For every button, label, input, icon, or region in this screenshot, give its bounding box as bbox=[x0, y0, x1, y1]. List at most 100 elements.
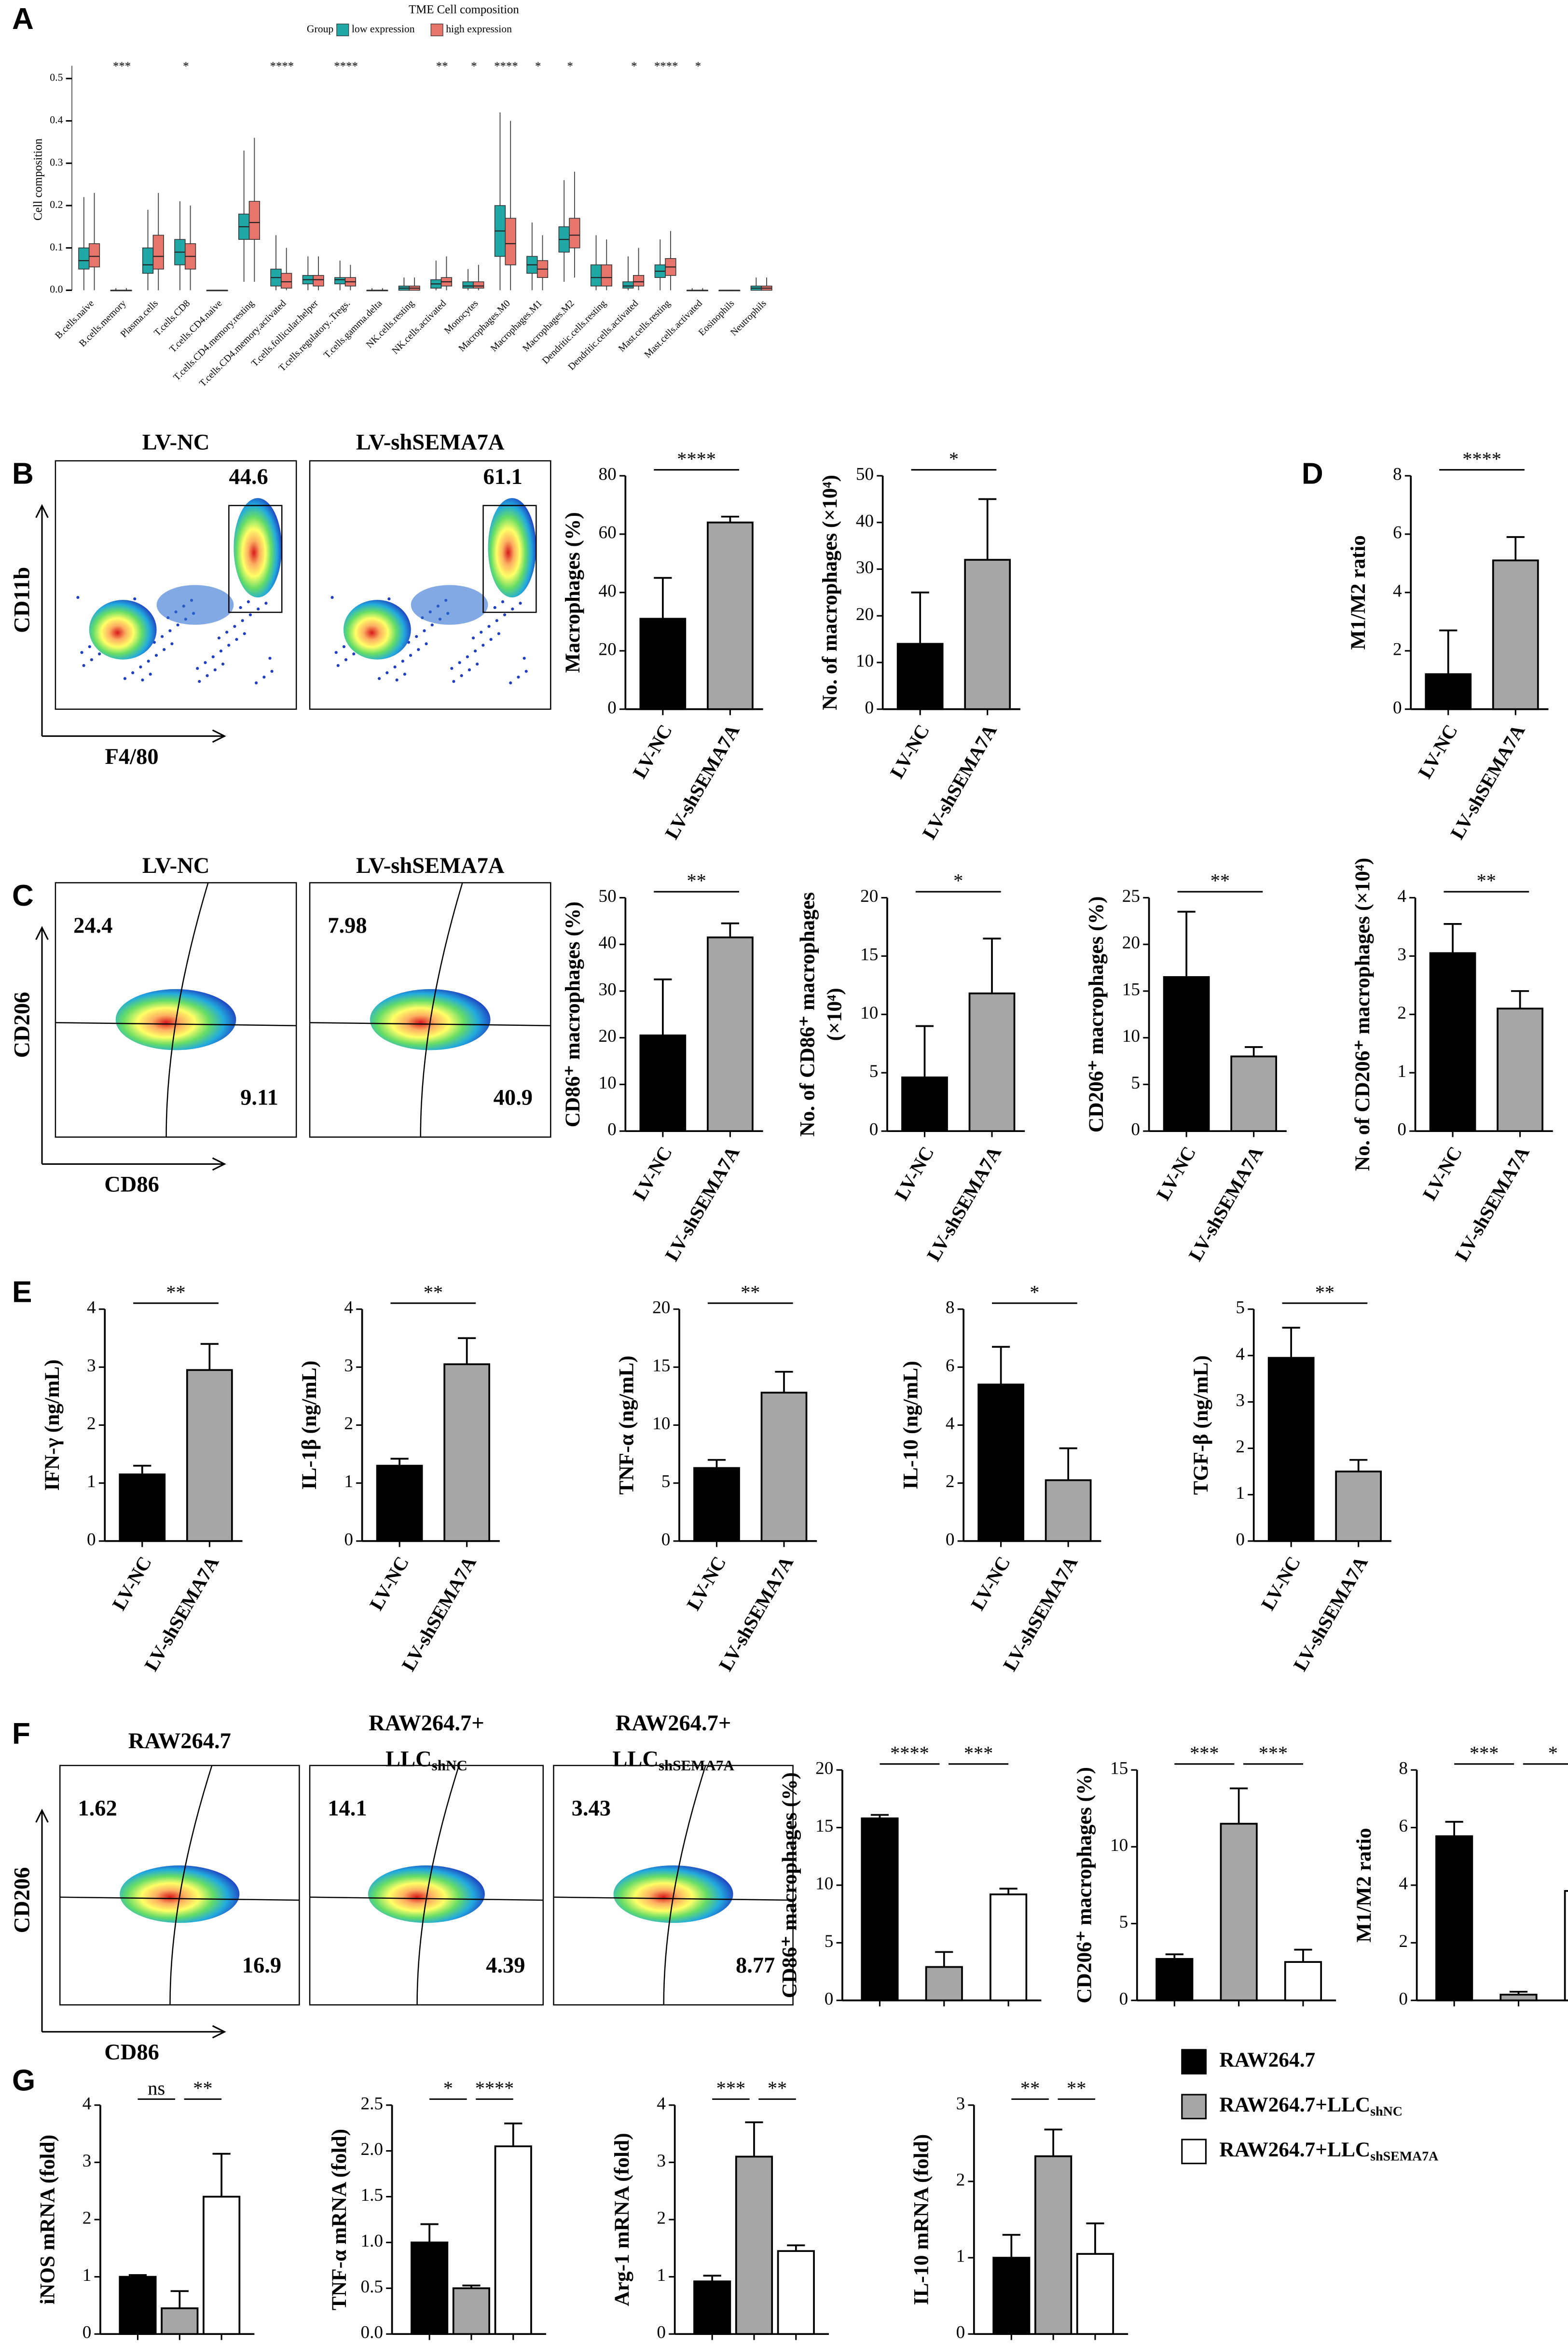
flow-dot bbox=[88, 645, 91, 649]
y-tick-label: 4 bbox=[83, 2094, 92, 2113]
legend-title: Group bbox=[307, 23, 333, 35]
bar bbox=[1499, 1993, 1538, 2001]
y-tick-label: 3 bbox=[344, 1356, 353, 1376]
y-tick-label: 3 bbox=[956, 2094, 965, 2113]
y-tick-label: 20 bbox=[1122, 933, 1140, 953]
flow-dot bbox=[487, 625, 491, 628]
y-tick-label: 6 bbox=[946, 1356, 955, 1376]
y-tick-label: 50 bbox=[856, 465, 874, 484]
box bbox=[78, 248, 90, 270]
x-tick-label: LV-shSEMA7A bbox=[1451, 1143, 1534, 1265]
y-tick-label: 0 bbox=[956, 2323, 965, 2343]
bar bbox=[1425, 673, 1472, 710]
bar bbox=[186, 1369, 233, 1542]
flow-dot bbox=[352, 652, 356, 656]
significance-label: *** bbox=[716, 2077, 745, 2099]
y-tick-label: 6 bbox=[1399, 1816, 1408, 1836]
x-tick-label: LV-NC bbox=[1257, 1553, 1305, 1614]
y-tick-label: 0.5 bbox=[361, 2277, 383, 2297]
flow-dot bbox=[149, 673, 152, 676]
x-axis-title: F4/80 bbox=[105, 745, 159, 769]
flow-dot bbox=[385, 671, 389, 675]
legend-swatch bbox=[430, 23, 443, 37]
gate-value: 61.1 bbox=[483, 465, 522, 489]
y-tick-label: 1 bbox=[344, 1472, 353, 1491]
x-tick-label: LV-shSEMA7A bbox=[999, 1553, 1082, 1675]
y-tick-label: 1 bbox=[657, 2265, 666, 2285]
x-tick-label: LV-shSEMA7A bbox=[1289, 1553, 1372, 1675]
y-tick-label: 3 bbox=[83, 2151, 92, 2171]
y-tick-label: 0.5 bbox=[50, 72, 63, 83]
bar bbox=[990, 1893, 1028, 2001]
y-tick-label: 2 bbox=[1397, 1003, 1406, 1023]
flow-dot bbox=[98, 652, 101, 656]
flow-dot bbox=[480, 631, 483, 634]
legend-swatch bbox=[1181, 2139, 1207, 2165]
bar bbox=[119, 1473, 166, 1542]
flow-dot bbox=[524, 670, 528, 673]
x-tick-label: LV-shSEMA7A bbox=[715, 1553, 798, 1675]
box bbox=[142, 248, 154, 274]
flow-dot bbox=[523, 657, 526, 660]
flow-dot bbox=[176, 623, 179, 627]
y-tick-label: 2 bbox=[946, 1472, 955, 1491]
flow-dot bbox=[450, 667, 454, 670]
flow-title-sub: shSEMA7A bbox=[659, 1757, 734, 1774]
quadrant-value: 7.98 bbox=[328, 913, 367, 938]
flow-dot bbox=[243, 632, 246, 635]
y-tick-label: 40 bbox=[599, 933, 617, 953]
panel-label: D bbox=[1302, 457, 1323, 490]
bar bbox=[1492, 559, 1539, 710]
quadrant-value: 4.39 bbox=[486, 1953, 525, 1978]
legend-swatch bbox=[1181, 2049, 1207, 2075]
quadrant-value: 1.62 bbox=[78, 1796, 117, 1821]
bar bbox=[203, 2195, 241, 2335]
panel-label: C bbox=[12, 879, 34, 912]
bar bbox=[1267, 1357, 1315, 1542]
significance-label: *** bbox=[1190, 1742, 1219, 1764]
bar bbox=[693, 2280, 731, 2335]
bar bbox=[1034, 2155, 1073, 2335]
y-tick-label: 0 bbox=[607, 698, 617, 718]
legend-label: high expression bbox=[446, 23, 512, 35]
flow-dot bbox=[511, 607, 514, 611]
flow-dot bbox=[133, 597, 137, 601]
bar bbox=[1429, 952, 1476, 1132]
legend-sub: shNC bbox=[1370, 2104, 1403, 2119]
y-tick-label: 30 bbox=[599, 980, 617, 999]
bar bbox=[925, 1966, 963, 2001]
y-tick-label: 3 bbox=[657, 2151, 666, 2171]
bar bbox=[1230, 1055, 1278, 1132]
bar bbox=[1564, 1890, 1568, 2001]
bar bbox=[639, 618, 687, 710]
bar bbox=[735, 2155, 773, 2335]
flow-dot bbox=[509, 681, 512, 685]
flow-dot bbox=[476, 662, 479, 666]
x-tick-label: Mast.cells.activated bbox=[642, 298, 704, 360]
bar bbox=[977, 1383, 1024, 1542]
significance-label: ** bbox=[1067, 2077, 1086, 2099]
quadrant-line bbox=[420, 883, 463, 1137]
y-axis-title: CD86⁺ macrophages (%) bbox=[561, 901, 584, 1127]
y-axis-title: CD206 bbox=[10, 992, 34, 1058]
flow-dot bbox=[262, 676, 266, 679]
y-tick-label: 0 bbox=[1393, 698, 1402, 718]
y-axis-title: CD11b bbox=[10, 567, 34, 633]
y-tick-label: 2 bbox=[1399, 1932, 1408, 1951]
bar bbox=[376, 1464, 423, 1542]
box bbox=[505, 218, 516, 265]
y-tick-label: 15 bbox=[652, 1356, 670, 1376]
legend-name: RAW264.7 bbox=[1219, 2048, 1315, 2071]
bar bbox=[411, 2241, 449, 2335]
legend-label: RAW264.7+LLCshSEMA7A bbox=[1219, 2138, 1438, 2164]
y-tick-label: 0 bbox=[657, 2323, 666, 2343]
x-axis-title: CD86 bbox=[104, 1173, 159, 1197]
y-tick-label: 2 bbox=[83, 2208, 92, 2228]
box bbox=[313, 275, 324, 287]
axis-arrow bbox=[35, 926, 226, 1171]
annotation: * bbox=[535, 60, 541, 73]
flow-dot bbox=[217, 636, 221, 640]
y-tick-label: 0 bbox=[946, 1530, 955, 1549]
y-tick-label: 5 bbox=[825, 1932, 834, 1951]
flow-title-part: LLC bbox=[612, 1747, 659, 1771]
